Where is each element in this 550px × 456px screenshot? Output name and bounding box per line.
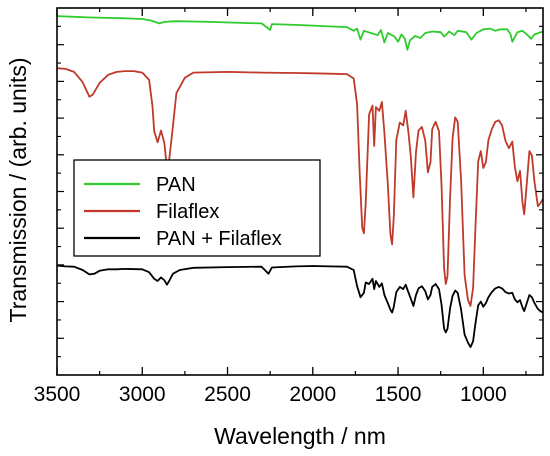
x-tick-label: 1000 <box>460 383 507 406</box>
series-line-1 <box>56 67 544 307</box>
x-tick-label: 3500 <box>34 383 81 406</box>
series-line-0 <box>56 15 544 51</box>
legend-label-pan-filaflex: PAN + Filaflex <box>156 228 282 250</box>
x-axis-title: Wavelength / nm <box>214 423 386 449</box>
x-tick-label: 2500 <box>204 383 251 406</box>
tick-layer: 3500 3000 2500 2000 1500 1000 <box>34 8 543 406</box>
x-tick-label: 1500 <box>375 383 422 406</box>
legend: PAN Filaflex PAN + Filaflex <box>73 159 321 257</box>
series-layer <box>56 15 544 349</box>
legend-box <box>73 159 321 257</box>
legend-label-pan: PAN <box>156 174 196 196</box>
x-tick-label: 2000 <box>289 383 336 406</box>
series-line-2 <box>56 264 544 349</box>
y-axis-title: Transmission / (arb. units) <box>5 58 31 323</box>
legend-label-filaflex: Filaflex <box>156 201 219 223</box>
x-tick-label: 3000 <box>119 383 166 406</box>
